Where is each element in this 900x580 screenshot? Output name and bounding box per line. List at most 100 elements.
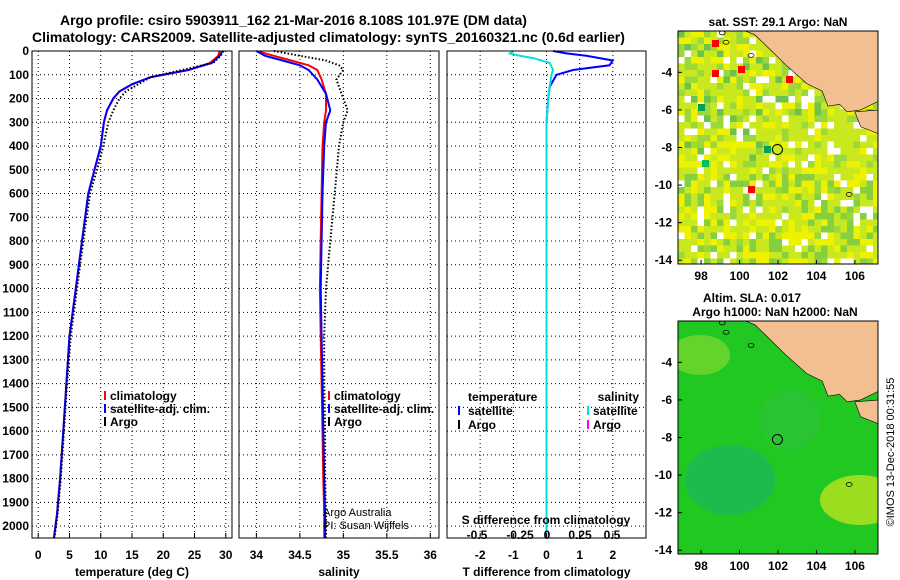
sst-cell — [866, 187, 873, 194]
sst-cell — [788, 102, 795, 109]
sst-cell — [736, 37, 743, 44]
sst-cell — [860, 239, 867, 246]
sst-cell — [691, 245, 698, 252]
sst-cell — [769, 258, 776, 264]
sst-cell — [712, 70, 719, 77]
sst-cell — [710, 44, 717, 51]
sst-cell — [801, 239, 808, 246]
sst-cell — [786, 76, 793, 83]
sst-cell — [834, 258, 841, 264]
sst-cell — [769, 193, 776, 200]
sst-cell — [834, 154, 841, 161]
sst-cell — [775, 258, 782, 264]
sst-cell — [808, 109, 815, 116]
sst-cell — [723, 193, 730, 200]
sst-cell — [769, 154, 776, 161]
sst-cell — [795, 141, 802, 148]
sst-cell — [743, 232, 750, 239]
sst-cell — [756, 89, 763, 96]
sst-cell — [782, 193, 789, 200]
sst-cell — [795, 102, 802, 109]
sst-cell — [769, 96, 776, 103]
sst-cell — [873, 213, 878, 220]
sst-cell — [814, 122, 821, 129]
sst-cell — [860, 213, 867, 220]
sst-cell — [762, 115, 769, 122]
sst-cell — [827, 258, 834, 264]
x-tick-label: 30 — [219, 548, 233, 562]
y-tick-label: -10 — [655, 178, 673, 192]
sst-cell — [736, 122, 743, 129]
sst-cell — [730, 200, 737, 207]
annotation: Argo Australia — [323, 507, 392, 519]
sst-cell — [840, 245, 847, 252]
sst-cell — [749, 167, 756, 174]
sst-cell — [710, 122, 717, 129]
sst-cell — [704, 89, 711, 96]
sst-cell — [678, 115, 685, 122]
sst-cell — [775, 174, 782, 181]
sst-cell — [678, 232, 685, 239]
sst-cell — [743, 180, 750, 187]
sst-cell — [717, 141, 724, 148]
sst-cell — [710, 245, 717, 252]
sst-cell — [769, 57, 776, 64]
sst-cell — [691, 115, 698, 122]
sst-cell — [866, 206, 873, 213]
sst-cell — [736, 83, 743, 90]
top-axis-label: S difference from climatology — [462, 513, 631, 527]
sst-cell — [866, 148, 873, 155]
sst-cell — [821, 96, 828, 103]
sst-cell — [691, 122, 698, 129]
sst-cell — [684, 226, 691, 233]
series-satellite-adj-clim- — [255, 50, 332, 538]
sst-cell — [847, 206, 854, 213]
sst-cell — [866, 128, 873, 135]
sst-cell — [788, 109, 795, 116]
sst-cell — [801, 161, 808, 168]
sst-cell — [717, 154, 724, 161]
sst-cell — [684, 83, 691, 90]
y-tick-label: 200 — [9, 92, 29, 106]
sst-cell — [723, 128, 730, 135]
y-tick-label: -4 — [661, 65, 672, 79]
sst-cell — [723, 258, 730, 264]
x-tick-label: 98 — [694, 559, 708, 573]
sst-cell — [723, 141, 730, 148]
sst-cell — [710, 232, 717, 239]
sst-cell — [827, 239, 834, 246]
sst-cell — [702, 160, 709, 167]
sst-cell — [801, 213, 808, 220]
sst-cell — [866, 161, 873, 168]
sst-cell — [788, 187, 795, 194]
sst-cell — [704, 96, 711, 103]
y-tick-label: -14 — [655, 543, 673, 557]
sst-cell — [691, 213, 698, 220]
sst-cell — [678, 31, 685, 38]
sst-cell — [717, 63, 724, 70]
sst-cell — [840, 200, 847, 207]
x-tick-label: 5 — [66, 548, 73, 562]
legend-label: satellite — [468, 404, 513, 418]
sst-cell — [801, 226, 808, 233]
island — [722, 329, 730, 335]
map-body — [678, 31, 878, 264]
sst-cell — [853, 232, 860, 239]
sst-cell — [762, 89, 769, 96]
x-tick-label: 10 — [94, 548, 108, 562]
sst-cell — [788, 161, 795, 168]
sst-cell — [801, 252, 808, 259]
sst-cell — [827, 193, 834, 200]
series-salinity-satellite — [507, 50, 555, 538]
sst-map: -4 -6 -8 -10 -12 -14 98 100 102 104 106 — [655, 30, 879, 283]
legend-label: satellite-adj. clim. — [334, 402, 434, 416]
sst-cell — [814, 96, 821, 103]
sst-cell — [697, 213, 704, 220]
sst-cell — [860, 187, 867, 194]
sst-cell — [736, 128, 743, 135]
sst-cell — [697, 239, 704, 246]
sst-cell — [684, 200, 691, 207]
sst-cell — [795, 76, 802, 83]
sst-cell — [749, 70, 756, 77]
sst-cell — [847, 161, 854, 168]
